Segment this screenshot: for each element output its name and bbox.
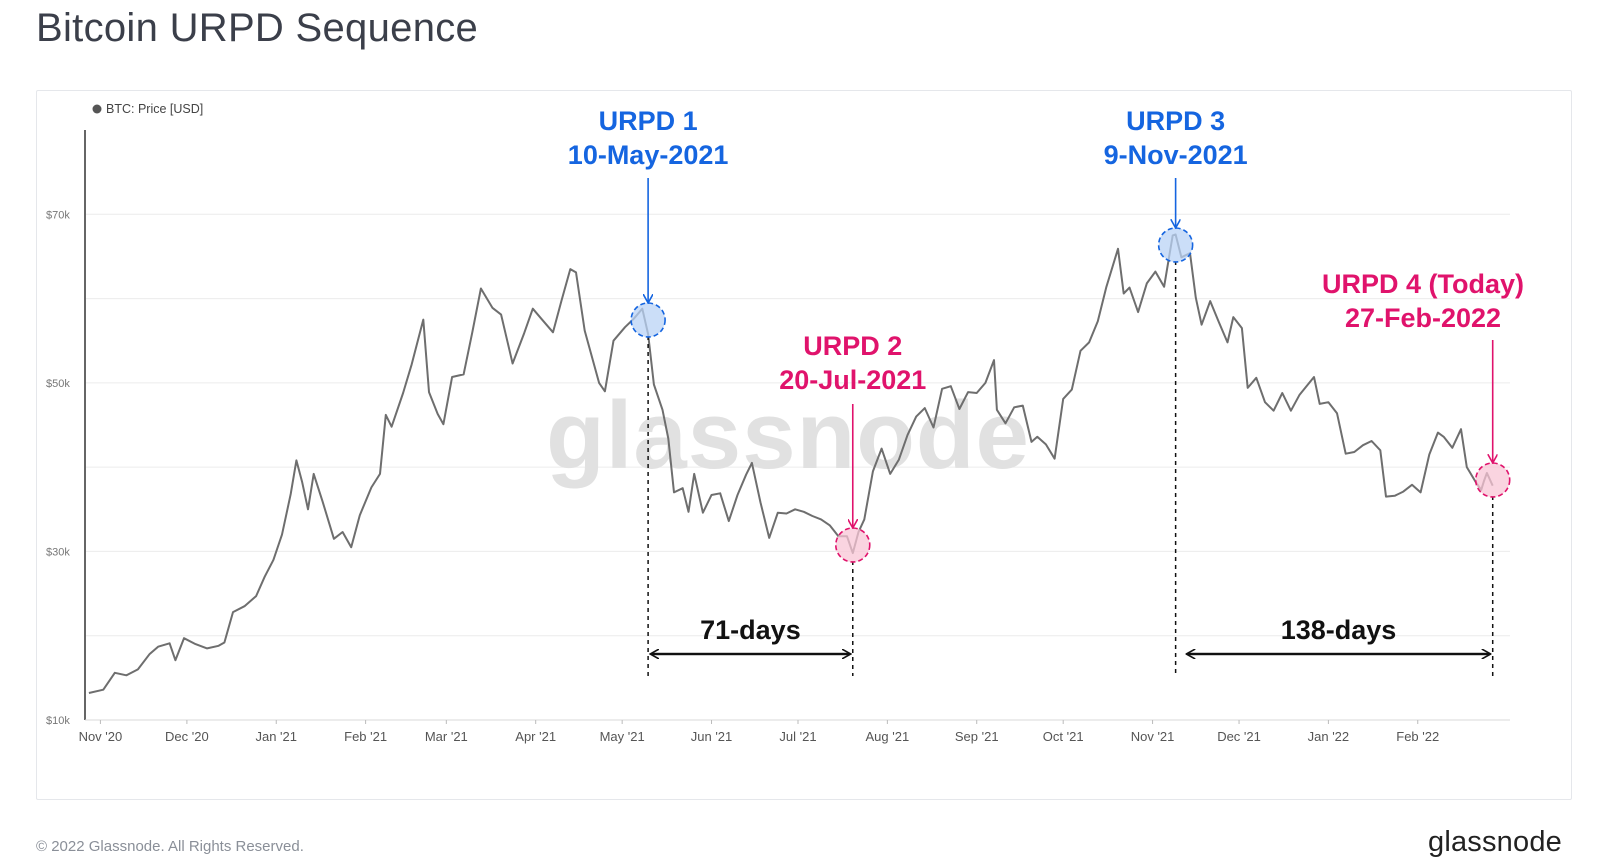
x-tick-label: Jan '21 [255, 729, 297, 744]
urpd1-label-line: URPD 1 [599, 106, 698, 136]
x-tick-label: May '21 [600, 729, 645, 744]
urpd3-label-line: 9-Nov-2021 [1104, 140, 1248, 170]
grid [86, 213, 1510, 637]
chart-card [36, 90, 1572, 800]
interval-label: 71-days [700, 615, 801, 645]
series-layer [88, 233, 1494, 694]
y-tick-label: $30k [46, 546, 70, 558]
x-tick-label: Apr '21 [515, 729, 556, 744]
x-tick-label: Feb '22 [1396, 729, 1439, 744]
x-tick-label: Oct '21 [1043, 729, 1084, 744]
axes: $10k $30k $50k $70k Nov '20 Dec '20 Jan '21 Feb… [46, 130, 1510, 744]
x-tick-label: Aug '21 [866, 729, 910, 744]
urpd2-marker [834, 527, 871, 563]
urpd2-label-line: 20-Jul-2021 [779, 365, 926, 395]
urpd1-marker [630, 302, 666, 338]
urpd-markers [630, 178, 1511, 563]
interval-label: 138-days [1281, 615, 1397, 645]
urpd1-label-line: 10-May-2021 [568, 140, 729, 170]
urpd3-marker [1157, 227, 1194, 263]
x-tick-label: Jun '21 [691, 729, 733, 744]
guide-lines [647, 261, 1494, 676]
btc-price-line [88, 233, 1494, 694]
urpd4-marker [1474, 462, 1511, 498]
x-tick-label: Mar '21 [425, 729, 468, 744]
legend: BTC: Price [USD] [92, 102, 203, 116]
watermark-text: glassnode [546, 382, 1030, 489]
x-tick-label: Jul '21 [779, 729, 816, 744]
y-tick-label: $50k [46, 378, 70, 390]
annotation-labels: URPD 1 10-May-2021 URPD 2 20-Jul-2021 URPD 3… [568, 106, 1524, 654]
urpd2-label-line: URPD 2 [803, 331, 902, 361]
x-tick-label: Sep '21 [955, 729, 999, 744]
watermark-layer: glassnode [546, 382, 1030, 489]
page-title: Bitcoin URPD Sequence [36, 6, 479, 50]
x-tick-label: Feb '21 [344, 729, 387, 744]
copyright-text: © 2022 Glassnode. All Rights Reserved. [36, 838, 304, 855]
y-tick-label: $10k [46, 715, 70, 727]
x-tick-label: Nov '21 [1131, 729, 1175, 744]
legend-label: BTC: Price [USD] [106, 102, 203, 116]
y-tick-label: $70k [46, 209, 70, 221]
x-tick-label: Nov '20 [79, 729, 123, 744]
x-tick-label: Dec '20 [165, 729, 209, 744]
x-tick-label: Dec '21 [1217, 729, 1261, 744]
urpd4-label-line: URPD 4 (Today) [1322, 269, 1524, 299]
urpd3-label-line: URPD 3 [1126, 106, 1225, 136]
legend-dot [92, 104, 102, 114]
brand-logo: glassnode [1427, 826, 1562, 858]
x-tick-label: Jan '22 [1308, 729, 1350, 744]
urpd4-label-line: 27-Feb-2022 [1345, 303, 1501, 333]
